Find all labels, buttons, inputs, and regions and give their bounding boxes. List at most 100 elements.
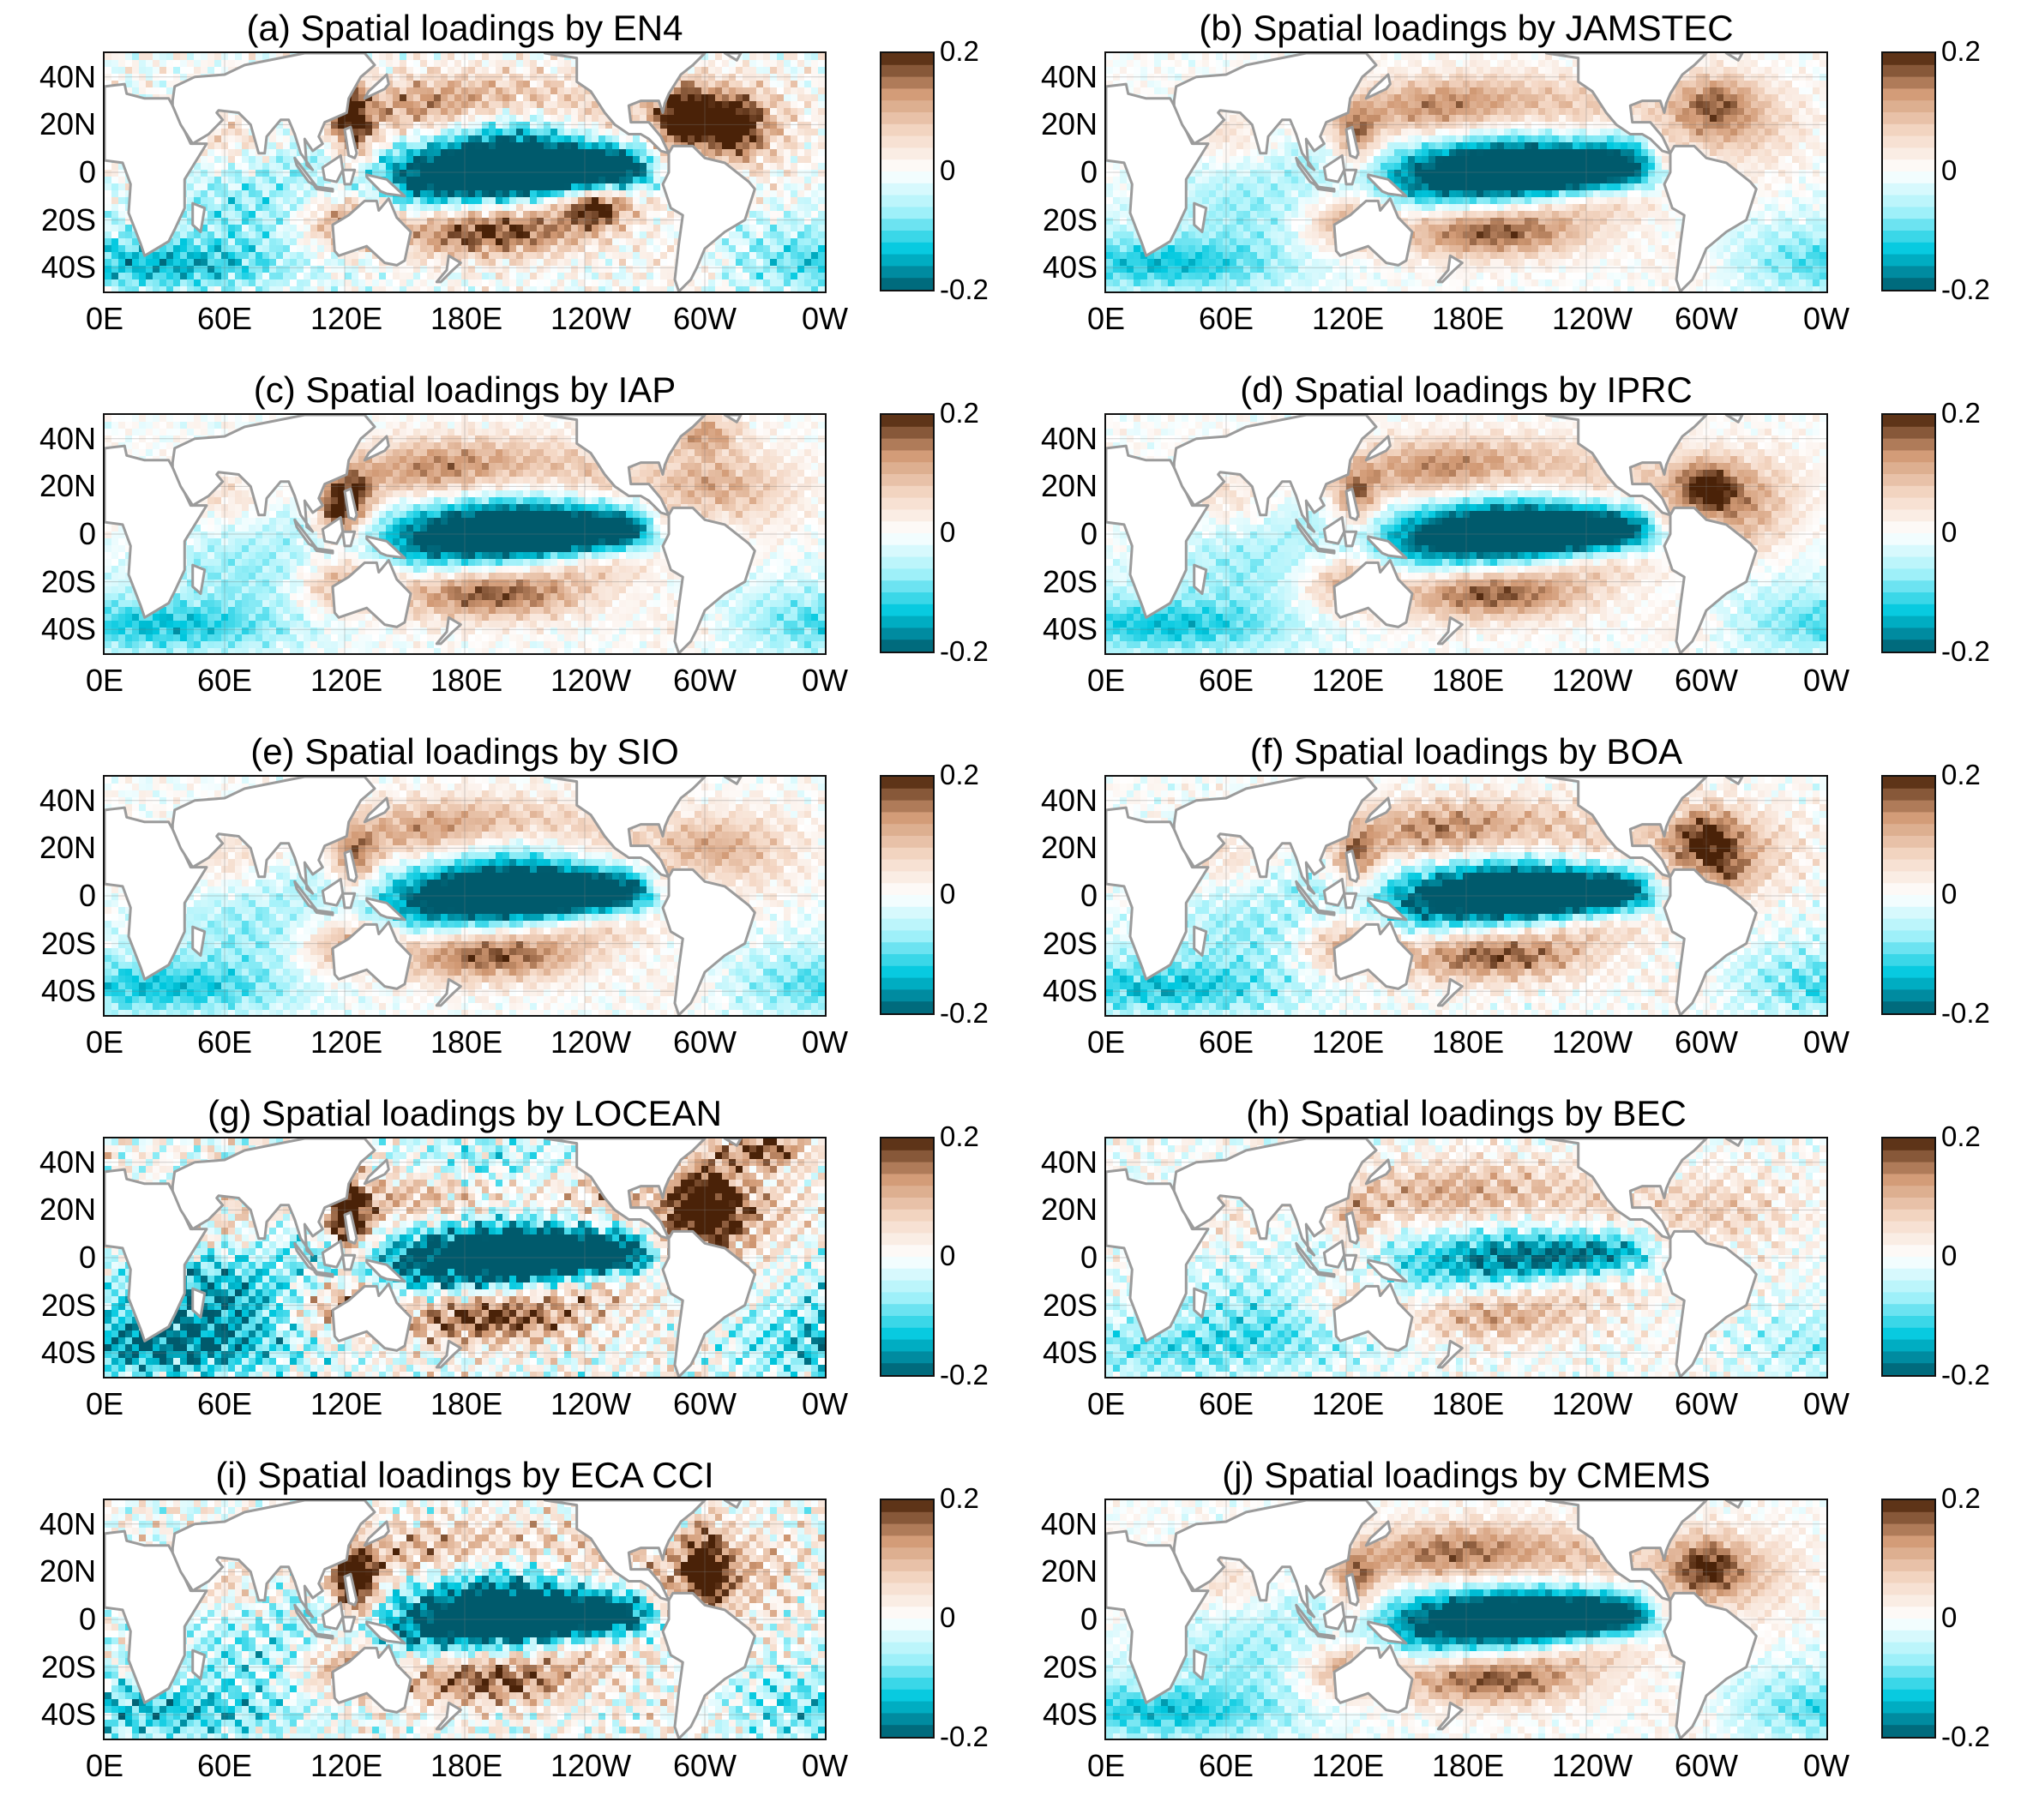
colorbar: [1881, 51, 1936, 291]
colorbar-tick-label: 0.2: [940, 1484, 979, 1513]
loading-field: [105, 1138, 825, 1377]
landmass: [1344, 849, 1360, 883]
lat-tick-label: 20S: [1003, 928, 1098, 959]
landmass: [171, 53, 376, 171]
colorbar-tick-label: -0.2: [940, 1722, 989, 1751]
landmass: [191, 563, 207, 595]
lon-tick-label: 180E: [1432, 1749, 1504, 1783]
landmass: [1193, 201, 1208, 233]
colorbar-band: [881, 906, 933, 920]
lon-tick-label: 0E: [70, 1387, 139, 1421]
lat-tick-label: 20S: [2, 566, 96, 598]
colorbar-band: [881, 942, 933, 955]
landmass: [1364, 1520, 1392, 1547]
lat-tick-label: 20S: [2, 928, 96, 959]
landmass: [1344, 487, 1360, 521]
landmass: [363, 796, 390, 824]
colorbar-tick-label: 0: [1941, 1603, 1957, 1632]
colorbar-band: [881, 1559, 933, 1572]
colorbar-band: [881, 616, 933, 628]
colorbar-band: [1883, 135, 1934, 148]
landmass: [543, 415, 707, 517]
colorbar-band: [1883, 568, 1934, 581]
lon-tick-label: 0W: [1792, 1025, 1861, 1060]
colorbar-band: [881, 1583, 933, 1595]
lat-tick-label: 40S: [1003, 1337, 1098, 1368]
colorbar-band: [881, 1630, 933, 1643]
lon-tick-label: 0W: [791, 302, 859, 336]
panel-title: (h) Spatial loadings by BEC: [1053, 1094, 1880, 1133]
lat-tick-label: 40N: [1003, 61, 1098, 93]
landmass: [1663, 1591, 1758, 1739]
map-panel: (f) Spatial loadings by BOA 40N 20N 0 20S 40S…: [1001, 732, 2012, 1096]
colorbar-band: [881, 1701, 933, 1714]
colorbar-band: [881, 1500, 933, 1513]
colorbar-band: [881, 800, 933, 813]
lon-tick-label: 120E: [1312, 302, 1384, 336]
landmass: [1344, 1572, 1360, 1607]
landmass: [1314, 909, 1336, 916]
lon-tick-label: 0E: [1072, 1387, 1140, 1421]
lon-tick-label: 60W: [1672, 302, 1741, 336]
landmass: [1436, 616, 1464, 646]
colorbar-band: [881, 1363, 933, 1375]
landmass: [1343, 892, 1358, 910]
colorbar-band: [881, 977, 933, 990]
colorbar-band: [1883, 592, 1934, 605]
colorbar-band: [881, 1654, 933, 1667]
landmass: [1295, 518, 1320, 550]
colorbar-band: [1883, 1678, 1934, 1691]
landmass: [321, 154, 345, 183]
landmass: [363, 73, 390, 100]
landmass: [661, 1591, 756, 1739]
map-area: [103, 1499, 827, 1740]
lat-tick-label: 40N: [2, 1508, 96, 1540]
colorbar-band: [881, 788, 933, 802]
colorbar-band: [1883, 159, 1934, 172]
colorbar-band: [881, 580, 933, 593]
landmass: [1172, 777, 1378, 895]
landmass: [1724, 53, 1744, 62]
landmass: [1322, 516, 1346, 545]
colorbar-band: [1883, 1607, 1934, 1619]
landmass: [661, 1229, 756, 1377]
lat-tick-label: 20S: [2, 204, 96, 236]
lat-tick-label: 40N: [2, 423, 96, 454]
landmass: [1544, 1500, 1708, 1602]
lon-tick-label: 60W: [671, 1749, 739, 1783]
colorbar-tick-label: 0.2: [940, 1122, 979, 1151]
colorbar-band: [1883, 450, 1934, 463]
colorbar-band: [881, 1725, 933, 1737]
colorbar-band: [1883, 219, 1934, 231]
lon-tick-label: 0E: [70, 664, 139, 698]
colorbar-band: [1883, 100, 1934, 113]
map-panel: (g) Spatial loadings by LOCEAN 40N 20N 0 20S…: [0, 1094, 1010, 1457]
lon-tick-label: 0W: [1792, 1387, 1861, 1421]
colorbar-band: [881, 836, 933, 849]
colorbar-band: [1883, 871, 1934, 884]
landmass: [1332, 921, 1414, 990]
colorbar-band: [881, 159, 933, 172]
panel-title: (j) Spatial loadings by CMEMS: [1053, 1456, 1880, 1495]
map-panel: (e) Spatial loadings by SIO 40N 20N 0 20S 40S…: [0, 732, 1010, 1096]
lat-tick-label: 40S: [1003, 614, 1098, 645]
lon-tick-label: 120E: [310, 664, 382, 698]
colorbar-band: [881, 989, 933, 1002]
colorbar-band: [1883, 604, 1934, 617]
lon-tick-label: 120W: [1552, 1025, 1633, 1060]
lon-tick-label: 60E: [1192, 1387, 1260, 1421]
landmass: [1314, 1270, 1336, 1278]
landmass: [321, 878, 345, 907]
lon-tick-label: 0E: [1072, 664, 1140, 698]
colorbar: [1881, 1499, 1936, 1739]
lon-tick-label: 60E: [190, 664, 259, 698]
landmass: [1172, 53, 1378, 171]
colorbar-band: [1883, 1642, 1934, 1655]
landmass: [1322, 1601, 1346, 1631]
lat-tick-label: 40S: [2, 976, 96, 1006]
colorbar-band: [1883, 1174, 1934, 1186]
landmass: [1295, 1603, 1320, 1636]
colorbar-band: [881, 1209, 933, 1222]
lat-tick-label: 20S: [2, 1289, 96, 1321]
